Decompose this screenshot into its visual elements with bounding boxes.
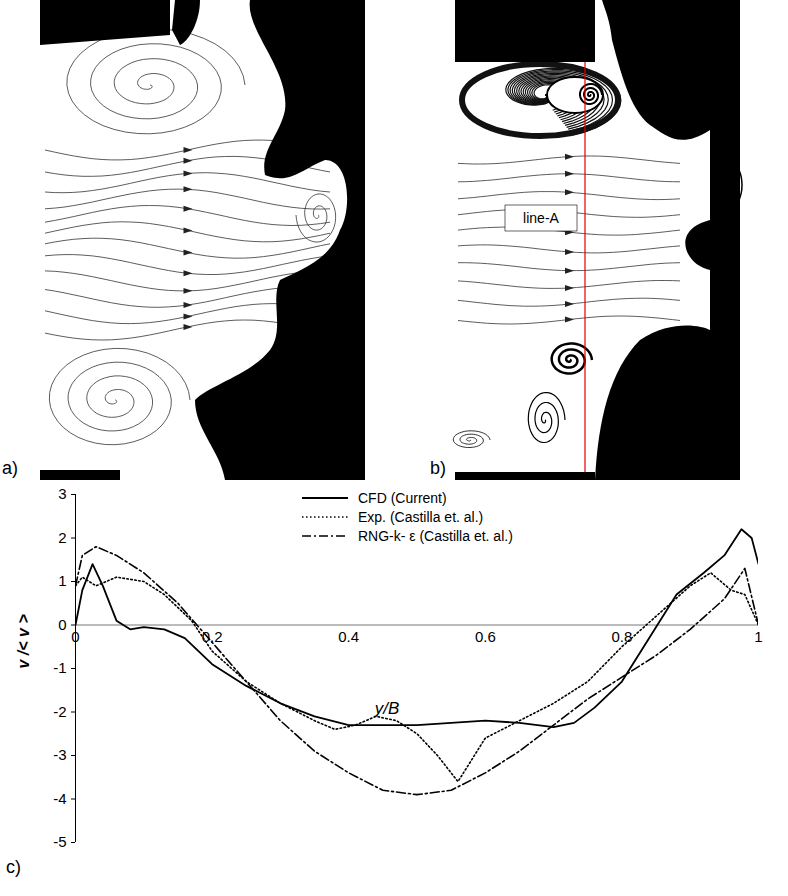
svg-text:line-A: line-A (523, 210, 559, 226)
html-text:Exp. (Castilla et. al.): Exp. (Castilla et. al.) (358, 508, 484, 525)
svg-text:-5: -5 (53, 833, 66, 850)
svg-text:v /< v >: v /< v > (15, 614, 32, 668)
svg-text:0.4: 0.4 (338, 628, 359, 645)
svg-text:0.8: 0.8 (611, 628, 632, 645)
svg-text:3: 3 (58, 485, 66, 502)
html-text:CFD (Current): CFD (Current) (358, 489, 447, 506)
svg-text:-1: -1 (53, 659, 66, 676)
svg-text:0.2: 0.2 (202, 628, 223, 645)
html-text:c): c) (6, 857, 21, 877)
svg-text:1: 1 (754, 628, 762, 645)
svg-text:y/B: y/B (374, 699, 400, 718)
svg-text:-3: -3 (53, 746, 66, 763)
svg-text:b): b) (430, 458, 446, 478)
svg-text:-2: -2 (53, 703, 66, 720)
svg-text:2: 2 (58, 529, 66, 546)
svg-text:0: 0 (71, 628, 79, 645)
svg-text:0: 0 (58, 616, 66, 633)
svg-text:1: 1 (58, 572, 66, 589)
svg-text:a): a) (2, 458, 18, 478)
html-text:RNG-k- ε (Castilla et. al.): RNG-k- ε (Castilla et. al.) (358, 527, 513, 544)
svg-text:0.6: 0.6 (475, 628, 496, 645)
svg-text:-4: -4 (53, 790, 66, 807)
